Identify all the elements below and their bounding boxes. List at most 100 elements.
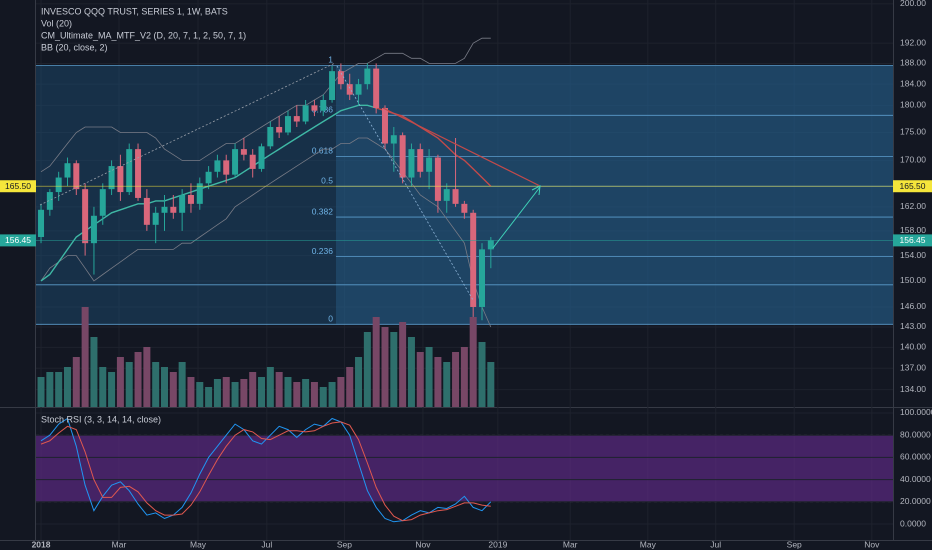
drawings: [39, 62, 541, 301]
candle-body: [126, 149, 133, 193]
candle-body: [452, 189, 459, 204]
candle-body: [373, 68, 380, 109]
volume-bar: [249, 372, 257, 407]
price-label-box: [0, 180, 36, 193]
volume-bar: [460, 347, 468, 407]
volume-bar: [425, 347, 433, 407]
volume-bar: [487, 362, 495, 407]
fib-level-label: 0.382: [312, 206, 334, 216]
y-tick-label: 175.00: [900, 127, 926, 137]
y-tick-label: 180.00: [900, 100, 926, 110]
volume-bar: [125, 362, 133, 407]
candle-body: [276, 126, 283, 133]
y-tick-label: 158.00: [900, 225, 926, 235]
y-tick-label: 0.0000: [900, 518, 926, 528]
candle-body: [426, 157, 433, 172]
volume-bar: [302, 379, 310, 407]
trend-line: [39, 62, 336, 206]
volume-bar: [143, 347, 151, 407]
candle-body: [152, 212, 159, 225]
candle-body: [408, 149, 415, 178]
candle-body: [99, 189, 106, 216]
stoch-line: [40, 421, 491, 522]
fib-diagonal: [336, 65, 474, 301]
candle-body: [320, 99, 327, 111]
y-tick-label: 146.00: [900, 301, 926, 311]
volume-bar: [310, 382, 318, 407]
candle-body: [399, 135, 406, 178]
price-label: 156.45: [5, 235, 31, 245]
x-tick-label: Mar: [563, 539, 578, 549]
stoch-title: Stoch RSI (3, 3, 14, 14, close): [41, 414, 161, 424]
volume-bar: [319, 387, 327, 407]
volume-bar: [452, 352, 460, 407]
volume-bar: [355, 357, 363, 407]
x-tick-label: Nov: [864, 539, 880, 549]
volume-bar: [81, 307, 89, 407]
candle-body: [240, 149, 247, 155]
candle-body: [434, 157, 441, 201]
y-tick-label: 143.00: [900, 321, 926, 331]
candle-body: [311, 105, 318, 111]
candle-body: [205, 171, 212, 184]
candle-body: [232, 149, 239, 175]
candle-body: [196, 183, 203, 204]
volume-bar: [161, 367, 169, 407]
indicator-label: CM_Ultimate_MA_MTF_V2 (D, 20, 7, 1, 2, 5…: [41, 30, 246, 40]
x-tick-label: May: [640, 539, 657, 549]
x-tick-label: Sep: [787, 539, 802, 549]
volume-bar: [63, 367, 71, 407]
volume-bar: [416, 352, 424, 407]
fib-level-label: 0: [328, 314, 333, 324]
candle-body: [470, 212, 477, 307]
candle-body: [293, 116, 300, 122]
y-tick-label: 60.0000: [900, 452, 931, 462]
stoch-line: [40, 417, 492, 523]
y-tick-label: 154.00: [900, 250, 926, 260]
volume-bar: [443, 362, 451, 407]
volume-bar: [213, 379, 221, 407]
volume-bar: [275, 372, 283, 407]
candle-body: [346, 84, 353, 95]
volume-bar: [434, 357, 442, 407]
volume-bar: [116, 357, 124, 407]
volume-bar: [266, 367, 274, 407]
candle-body: [82, 189, 89, 244]
candle-body: [161, 206, 168, 213]
chart-title: INVESCO QQQ TRUST, SERIES 1, 1W, BATS: [41, 6, 228, 16]
volume-bar: [196, 382, 204, 407]
arrow-head: [531, 185, 541, 196]
volume-bar: [178, 362, 186, 407]
price-label: 165.50: [900, 181, 926, 191]
volume-bar: [284, 377, 292, 407]
candle-body: [135, 149, 142, 198]
y-tick-label: 184.00: [900, 78, 926, 88]
x-tick-label: 2019: [488, 539, 507, 549]
fib-level-label: 0.618: [312, 146, 334, 156]
volume-bar: [293, 382, 301, 407]
volume-bar: [205, 387, 213, 407]
indicator-line: [40, 37, 491, 173]
candle-body: [170, 206, 177, 213]
candle-body: [355, 84, 362, 95]
price-label-box: [0, 234, 36, 247]
volume-bar: [346, 367, 354, 407]
volume-bar: [108, 372, 116, 407]
candle-body: [390, 135, 397, 144]
volume-bar: [99, 367, 107, 407]
x-tick-label: 2018: [32, 539, 51, 549]
volume-bar: [240, 379, 248, 407]
fib-level-label: 1: [328, 55, 333, 65]
legend: INVESCO QQQ TRUST, SERIES 1, 1W, BATS Vo…: [41, 6, 246, 424]
volume-bar: [399, 322, 407, 407]
volume-bar: [46, 372, 54, 407]
volume-bar: [328, 382, 336, 407]
fib-level-label: 0.236: [312, 246, 334, 256]
y-tick-label: 188.00: [900, 58, 926, 68]
y-tick-label: 40.0000: [900, 474, 931, 484]
y-tick-label: 100.0000: [900, 407, 932, 417]
y-tick-label: 140.00: [900, 342, 926, 352]
price-label: 156.45: [900, 235, 926, 245]
volume-bar: [187, 377, 195, 407]
candle-body: [249, 154, 256, 169]
